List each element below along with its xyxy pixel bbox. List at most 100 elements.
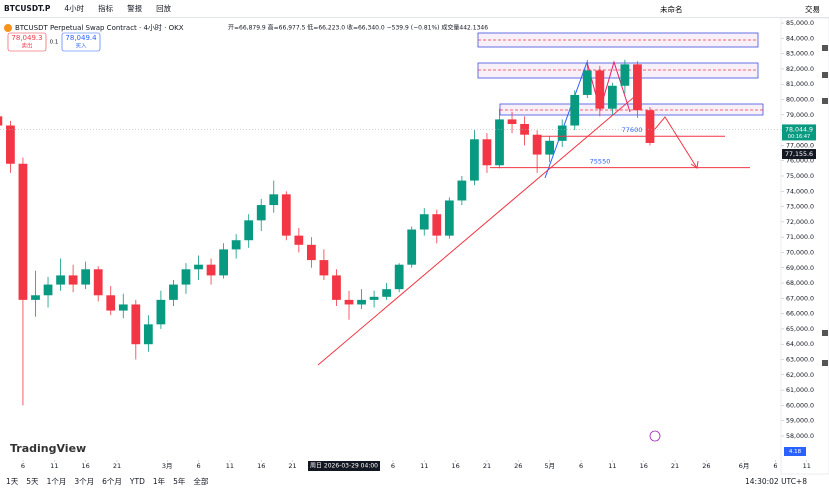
candle-body: [56, 275, 65, 285]
zone: [499, 103, 764, 116]
quantity: 0.1: [50, 40, 59, 46]
candle-body: [319, 260, 329, 276]
y-tick-label: 69,000.0: [786, 265, 814, 272]
buy-button[interactable]: [61, 32, 101, 52]
drawing: [544, 61, 588, 179]
icon[interactable]: [822, 98, 828, 104]
candle-body: [620, 64, 630, 86]
timeframe[interactable]: 5天: [26, 476, 39, 486]
candle-body: [457, 180, 467, 201]
candle-body: [357, 299, 366, 305]
indicator-value: 4.18: [789, 449, 802, 455]
legend-ohlc: 开=66,879.9 高=66,977.5 低=66,223.0 收=66,34…: [228, 24, 488, 32]
timeframe[interactable]: 1年: [152, 476, 166, 486]
y-tick-label: 70,000.0: [786, 249, 814, 256]
candle-body: [495, 119, 504, 166]
candle-body: [6, 125, 15, 164]
live-price: 78,044.9: [785, 126, 813, 133]
y-tick-label: 59,000.0: [786, 418, 814, 425]
replay[interactable]: 回放: [156, 4, 172, 13]
buy-label: 买入: [75, 42, 87, 50]
last-price: 77,155.6: [785, 151, 813, 158]
candle-body: [582, 70, 592, 95]
candle-body: [18, 163, 28, 300]
buy-price: 78,049.4: [65, 34, 97, 42]
legend-title: BTCUSDT Perpetual Swap Contract · 4小时 · …: [15, 23, 184, 32]
candle-body: [507, 119, 517, 124]
candle-body: [194, 264, 203, 270]
trade-label[interactable]: 交易: [805, 4, 820, 14]
watermark: TradingView: [10, 442, 86, 455]
icon[interactable]: [822, 72, 828, 78]
sell-button[interactable]: [7, 32, 47, 52]
candle-body: [106, 295, 116, 311]
icon[interactable]: [822, 360, 828, 366]
candle-body: [520, 123, 529, 135]
last-price-box: [782, 149, 816, 160]
icon[interactable]: [822, 45, 828, 51]
candle-body: [43, 284, 53, 296]
indicator-box: [784, 447, 806, 456]
alert[interactable]: 警报: [127, 4, 143, 13]
x-tick-label: 11: [803, 462, 811, 470]
candle-body: [407, 229, 417, 265]
y-tick-label: 77,000.0: [786, 142, 814, 149]
y-tick-label: 75,000.0: [786, 173, 814, 180]
sell-label: 卖出: [21, 42, 32, 50]
event-icon[interactable]: [649, 430, 661, 442]
candle-body: [31, 295, 40, 300]
coin-icon: [4, 24, 12, 32]
x-tick-label: 11: [420, 462, 428, 470]
timeframe[interactable]: 5年: [173, 476, 186, 486]
candle-body: [219, 249, 228, 276]
y-tick-label: 82,000.0: [786, 66, 814, 73]
indicators[interactable]: 指标: [98, 4, 114, 13]
x-tick-label: 26: [514, 462, 522, 470]
x-tick-label: 11: [608, 462, 616, 470]
timeframe[interactable]: 全部: [193, 476, 209, 486]
candle-body: [231, 240, 241, 250]
x-tick-label: 16: [640, 462, 648, 470]
x-tick-label: 11: [50, 462, 58, 470]
y-tick-label: 68,000.0: [786, 280, 814, 287]
clock: 14:30:02 UTC+8: [745, 476, 807, 486]
timeframe[interactable]: 1天: [6, 476, 19, 486]
candle-body: [294, 235, 304, 245]
price-axis: [780, 17, 829, 475]
y-tick-label: 65,000.0: [786, 326, 814, 333]
crosshair-label: 周日 2026-03-29 04:00: [310, 463, 378, 470]
level-label: 75550: [590, 158, 611, 166]
x-tick-label: 21: [483, 462, 491, 470]
x-tick-label: 21: [113, 462, 121, 470]
y-tick-label: 79,000.0: [786, 112, 814, 119]
y-tick-label: 71,000.0: [786, 234, 814, 241]
x-tick-label: 3月: [162, 462, 173, 470]
candle-body: [482, 139, 492, 166]
symbol[interactable]: BTCUSDT.P: [4, 4, 51, 13]
timeframe[interactable]: 6个月: [102, 476, 122, 486]
candle-body: [68, 275, 78, 285]
icon[interactable]: [822, 330, 828, 336]
layout-name[interactable]: 未命名: [660, 0, 683, 18]
y-tick-label: 73,000.0: [786, 204, 814, 211]
x-tick-label: 21: [288, 462, 296, 470]
y-tick-label: 67,000.0: [786, 295, 814, 302]
timeframe[interactable]: 1个月: [46, 476, 67, 486]
candle-body: [81, 269, 91, 285]
y-tick-label: 64,000.0: [786, 341, 814, 348]
countdown: 00:16:47: [788, 134, 810, 140]
trade[interactable]: 交易: [805, 0, 820, 18]
interval[interactable]: 4小时: [64, 4, 85, 13]
candle-body: [557, 125, 567, 141]
y-tick-label: 72,000.0: [786, 219, 814, 226]
candle-body: [332, 275, 341, 300]
candle-body: [118, 304, 128, 311]
candle-body: [281, 194, 291, 236]
y-tick-label: 85,000.0: [786, 20, 814, 27]
timeframe[interactable]: 3个月: [74, 476, 95, 486]
timeframe[interactable]: YTD: [129, 476, 145, 486]
x-tick-label: 6: [196, 462, 200, 470]
layout-label[interactable]: 未命名: [660, 4, 683, 14]
